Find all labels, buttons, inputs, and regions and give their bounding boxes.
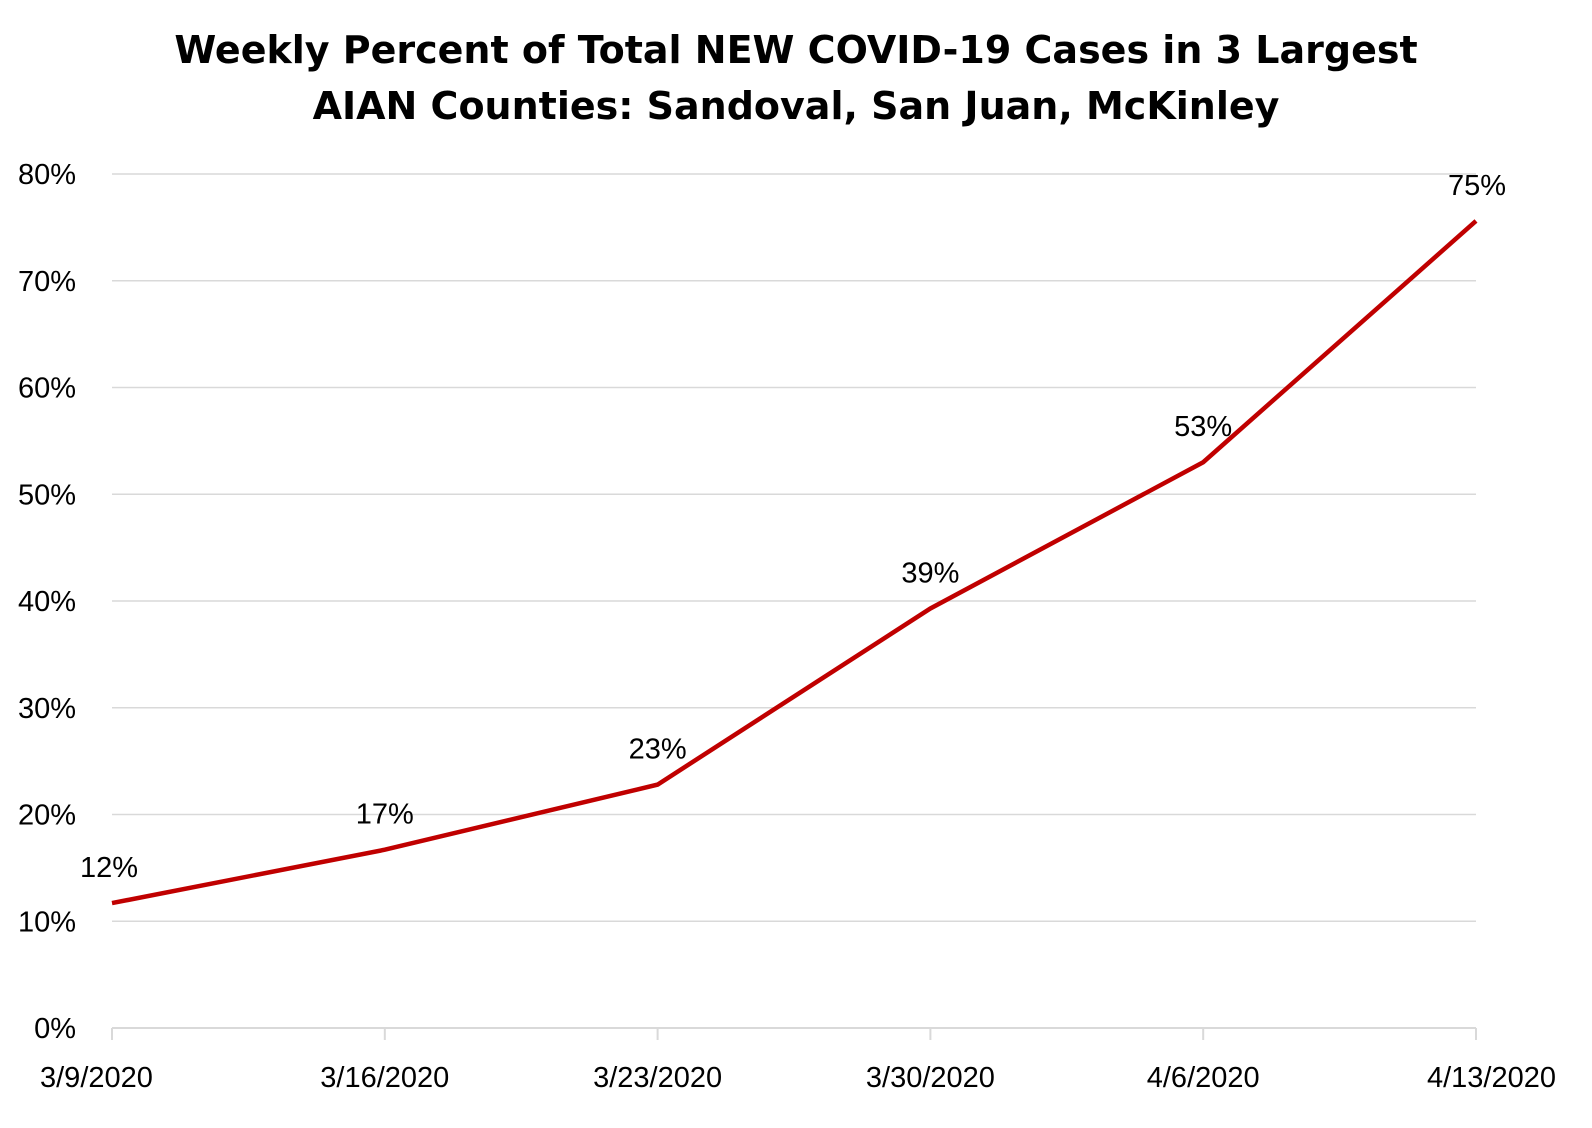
data-labels: 12% 17% 23% 39% 53% 75% xyxy=(80,170,1506,884)
series-line xyxy=(111,219,1478,906)
x-axis-tick-labels: 3/9/2020 3/16/2020 3/23/2020 3/30/2020 4/6/2… xyxy=(40,1062,1556,1094)
data-label: 39% xyxy=(901,557,959,589)
x-tick-label: 4/13/2020 xyxy=(1427,1062,1556,1094)
chart-title: Weekly Percent of Total NEW COVID-19 Cas… xyxy=(0,22,1592,134)
x-tick-label: 3/30/2020 xyxy=(866,1062,995,1094)
x-tick-label: 3/23/2020 xyxy=(593,1062,722,1094)
data-label: 17% xyxy=(356,799,414,831)
y-tick-label: 50% xyxy=(18,479,76,511)
y-tick-label: 30% xyxy=(18,693,76,725)
y-tick-label: 70% xyxy=(18,266,76,298)
y-tick-label: 80% xyxy=(18,159,76,191)
data-label: 53% xyxy=(1174,411,1232,443)
data-label: 75% xyxy=(1448,170,1506,202)
x-axis xyxy=(111,1027,1477,1040)
series-layer xyxy=(111,219,1478,906)
x-tick-label: 3/16/2020 xyxy=(320,1062,449,1094)
data-label: 12% xyxy=(80,852,138,884)
y-axis-tick-labels: 0% 10% 20% 30% 40% 50% 60% 70% 80% xyxy=(18,159,76,1045)
y-tick-label: 40% xyxy=(18,586,76,618)
x-tick-label: 4/6/2020 xyxy=(1147,1062,1260,1094)
chart-title-line-2: AIAN Counties: Sandoval, San Juan, McKin… xyxy=(312,84,1280,128)
data-label: 23% xyxy=(629,734,687,766)
gridlines xyxy=(112,173,1476,922)
y-tick-label: 20% xyxy=(18,800,76,832)
y-tick-label: 0% xyxy=(34,1013,76,1045)
chart-title-line-1: Weekly Percent of Total NEW COVID-19 Cas… xyxy=(174,28,1418,72)
y-tick-label: 10% xyxy=(18,906,76,938)
y-tick-label: 60% xyxy=(18,373,76,405)
x-tick-label: 3/9/2020 xyxy=(40,1062,153,1094)
